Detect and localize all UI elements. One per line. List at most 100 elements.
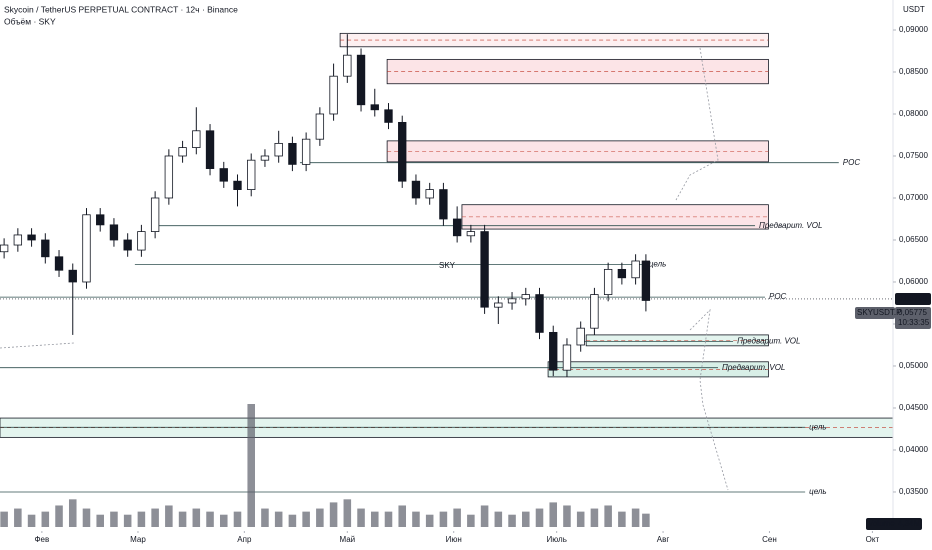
level-label: Предварит. VOL — [759, 221, 822, 230]
candle-body — [398, 121, 407, 182]
volume-bar — [384, 511, 393, 527]
candle-body — [329, 75, 338, 115]
candle-body — [384, 109, 393, 123]
x-tick-label: Июн — [446, 535, 462, 544]
x-tick-label: Апр — [237, 535, 252, 544]
candle-body — [590, 294, 599, 329]
level-label: POC — [769, 292, 787, 301]
candle-body — [356, 54, 366, 106]
candle-body — [480, 231, 489, 308]
volume-bar — [370, 511, 379, 527]
volume-bar — [343, 499, 352, 527]
volume-bar — [439, 511, 448, 527]
candle-body — [137, 231, 146, 251]
level-label: Предварит. VOL — [737, 337, 800, 346]
candle-body — [150, 197, 160, 232]
volume-bar — [219, 514, 228, 527]
volume-name: Volume — [868, 519, 895, 528]
candle-body — [164, 155, 174, 199]
volume-bar — [247, 404, 255, 527]
volume-bar — [274, 511, 283, 527]
volume-bar — [425, 514, 434, 527]
candle-body — [109, 224, 119, 241]
volume-bar — [233, 511, 242, 527]
volume-bar — [288, 514, 297, 527]
y-tick-label: 0,06000 — [899, 277, 928, 286]
volume-bar — [535, 508, 544, 527]
candle-body — [68, 269, 77, 283]
volume-bar — [0, 511, 8, 527]
candle-body — [315, 113, 325, 140]
volume-bar — [82, 508, 91, 527]
y-tick-label: 0,06500 — [899, 235, 928, 244]
volume-bar — [96, 514, 104, 527]
level-label: POC — [843, 158, 861, 167]
volume-bar — [480, 505, 489, 527]
volume-bar — [68, 499, 77, 527]
candle-body — [13, 234, 23, 246]
candle-body — [219, 168, 228, 182]
volume-tag — [866, 518, 922, 530]
volume-bar — [137, 511, 146, 527]
volume-bar — [110, 511, 118, 527]
mark-price-tag — [895, 292, 931, 305]
level-label: Предварит. VOL — [722, 363, 785, 372]
volume-last: 4,34M — [898, 519, 921, 528]
volume-bar — [261, 508, 269, 527]
y-tick-label: 0,08500 — [899, 67, 928, 76]
candle-body — [288, 142, 297, 165]
candle-body — [494, 302, 503, 308]
level-label: цель — [809, 422, 826, 431]
volume-bar — [494, 511, 503, 527]
x-tick-label: Окт — [866, 535, 880, 544]
volume-bar — [329, 502, 338, 527]
volume-bar — [604, 505, 612, 527]
x-tick-label: Май — [339, 535, 355, 544]
mark-price-label: 0,05798 — [898, 294, 927, 303]
volume-bar — [165, 505, 173, 527]
volume-bar — [508, 514, 516, 527]
volume-bar — [590, 508, 599, 527]
y-tick-label: 0,07000 — [899, 193, 928, 202]
watermark: SKY — [439, 261, 456, 270]
volume-bar — [151, 508, 159, 527]
x-tick-label: Фев — [34, 535, 49, 544]
candle-body — [41, 239, 50, 258]
volume-bar — [357, 508, 365, 527]
volume-bar — [206, 511, 214, 527]
volume-bar — [14, 508, 22, 527]
candle-body — [123, 239, 132, 251]
candle-body — [439, 189, 448, 220]
candle-body — [274, 142, 283, 157]
x-tick-label: Сен — [762, 535, 777, 544]
projection-paths — [0, 47, 729, 491]
candle-body — [343, 54, 352, 77]
levels: POC Предварит. VOL цель POC Предварит. VOL Пр… — [0, 158, 893, 496]
candle-body — [54, 256, 64, 271]
symbol-tag — [855, 306, 895, 319]
candle-body — [641, 260, 651, 301]
y-tick-label: 0,09000 — [899, 25, 928, 34]
candle-body — [247, 159, 256, 190]
projection — [675, 47, 719, 201]
chart-title: Skycoin / TetherUS PERPETUAL CONTRACT · … — [4, 4, 238, 14]
volume-bar — [55, 505, 63, 527]
volume-bar — [576, 511, 585, 527]
volume-bar — [398, 505, 407, 527]
zones — [0, 32, 894, 438]
axes: Фев Мар Апр Май Июн Июль Авг Сен Окт 0,03500 0,040… — [34, 0, 931, 544]
candle-body — [617, 268, 627, 279]
candle-body — [466, 231, 476, 237]
candle-body — [521, 294, 530, 300]
volume-bar — [412, 511, 420, 527]
candle-body — [96, 214, 105, 226]
candle-body — [233, 180, 242, 190]
volume-bar — [522, 511, 530, 527]
symbol-label: SKYUSDT.P — [857, 308, 901, 317]
candle-body — [603, 268, 613, 295]
candle-body — [549, 331, 558, 371]
last-price-tag — [895, 306, 931, 329]
last-price-label: 0,05775 — [898, 308, 927, 317]
candle-body — [370, 104, 379, 111]
